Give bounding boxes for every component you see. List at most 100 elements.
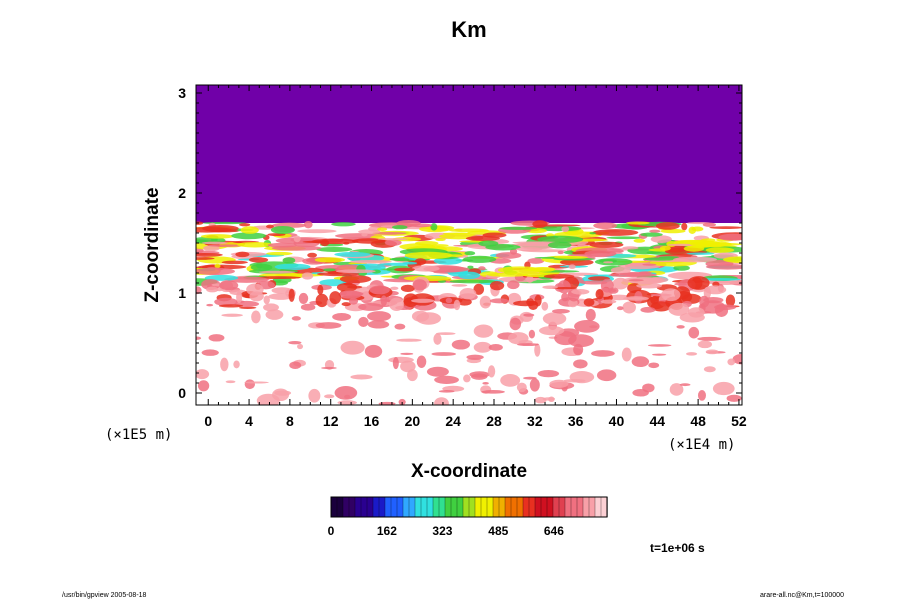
field-blob <box>407 369 418 382</box>
field-blob <box>221 313 243 317</box>
field-blob <box>636 283 663 289</box>
field-blob <box>553 255 589 259</box>
field-blob <box>532 220 548 228</box>
colorbar-swatch <box>342 496 350 518</box>
field-blob <box>329 291 342 305</box>
field-blob <box>467 265 474 269</box>
field-blob <box>343 282 353 286</box>
field-blob <box>573 343 584 356</box>
field-blob <box>673 256 717 263</box>
field-blob <box>197 380 210 392</box>
field-blob <box>642 383 655 393</box>
field-blob <box>201 349 219 356</box>
field-blob <box>297 343 304 350</box>
colorbar-swatch <box>372 496 380 518</box>
field-blob <box>712 381 735 396</box>
field-blob <box>500 373 521 387</box>
colorbar-swatch <box>570 496 578 518</box>
field-blob <box>495 252 522 259</box>
field-blob <box>516 382 527 393</box>
colorbar-swatch <box>534 496 542 518</box>
colorbar-swatch <box>540 496 548 518</box>
field-blob <box>507 280 520 290</box>
field-blob <box>340 340 365 355</box>
field-blob <box>705 349 719 355</box>
field-blob <box>571 289 590 295</box>
field-blob <box>606 236 643 240</box>
field-blob <box>542 397 556 401</box>
field-blob <box>248 257 269 263</box>
field-blob <box>321 366 337 370</box>
field-blob <box>196 257 215 260</box>
field-blob <box>583 298 595 307</box>
field-blob <box>334 251 371 257</box>
field-blob <box>274 390 292 396</box>
field-blob <box>557 280 571 294</box>
field-blob <box>377 227 388 232</box>
colorbar-swatch <box>354 496 362 518</box>
field-blob <box>523 313 535 317</box>
field-blob <box>647 344 672 347</box>
field-blob <box>331 222 356 227</box>
field-blob <box>478 240 499 247</box>
field-blob <box>689 241 732 248</box>
field-blob <box>536 225 582 232</box>
field-blob <box>551 287 578 290</box>
field-blob <box>727 358 736 366</box>
colorbar-swatch <box>588 496 596 518</box>
field-blob <box>568 264 576 270</box>
field-blob <box>263 295 270 305</box>
field-blob <box>660 228 686 234</box>
field-blob <box>236 290 243 304</box>
field-blob <box>482 381 489 385</box>
field-blob <box>196 252 223 257</box>
field-blob <box>686 252 715 255</box>
x-tick-label: 48 <box>690 413 706 429</box>
field-blob <box>240 226 259 234</box>
field-blob <box>300 303 316 311</box>
field-blob <box>595 289 604 300</box>
field-blob <box>431 244 449 247</box>
colorbar <box>330 496 608 518</box>
field-blob <box>438 390 455 393</box>
field-blob <box>603 261 614 264</box>
field-blob <box>453 299 461 311</box>
field-blob <box>585 308 596 322</box>
field-blob <box>667 243 697 247</box>
colorbar-swatch <box>384 496 392 518</box>
field-blob <box>297 229 337 234</box>
field-blob <box>534 343 541 357</box>
field-blob <box>650 235 672 244</box>
colorbar-swatch <box>498 496 506 518</box>
field-blob <box>400 284 415 293</box>
field-blob <box>416 355 427 368</box>
field-blob <box>573 359 588 369</box>
field-blob <box>462 255 497 263</box>
field-blob <box>593 222 618 229</box>
field-blob <box>314 257 346 263</box>
field-blob <box>697 389 706 401</box>
field-blob <box>489 298 509 304</box>
field-blob <box>499 226 538 230</box>
colorbar-swatch <box>426 496 434 518</box>
field-blob <box>430 223 438 231</box>
field-blob <box>479 295 492 309</box>
colorbar-swatch <box>336 496 344 518</box>
field-blob <box>202 221 247 225</box>
x-tick-label: 36 <box>568 413 584 429</box>
y-axis-ticks: 0 1 2 3 <box>178 85 742 401</box>
field-blob <box>246 283 264 296</box>
field-blob <box>466 354 484 360</box>
field-blob <box>705 264 742 270</box>
field-blob <box>307 252 317 258</box>
field-blob <box>640 232 663 237</box>
field-blob <box>459 288 477 300</box>
field-blob <box>404 251 453 260</box>
chart-title: Km <box>451 17 486 42</box>
colorbar-tick-label: 323 <box>432 524 452 538</box>
colorbar-swatch <box>366 496 374 518</box>
field-blob <box>621 347 632 362</box>
field-blob <box>341 302 351 307</box>
colorbar-swatch <box>468 496 476 518</box>
field-blob <box>334 386 358 400</box>
